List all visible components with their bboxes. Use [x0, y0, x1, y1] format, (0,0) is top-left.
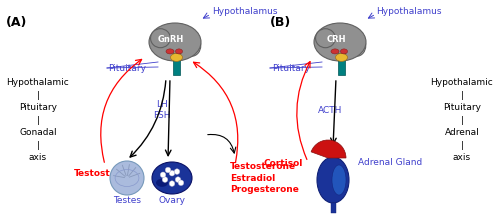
Ellipse shape: [317, 157, 349, 203]
Text: ACTH: ACTH: [318, 105, 342, 115]
Ellipse shape: [149, 23, 201, 61]
Text: Hypothalamus: Hypothalamus: [376, 8, 442, 16]
Text: Pituitary: Pituitary: [108, 63, 146, 73]
Circle shape: [178, 180, 184, 186]
Ellipse shape: [166, 49, 174, 54]
Text: Adrenal Gland: Adrenal Gland: [358, 157, 422, 166]
Ellipse shape: [171, 54, 183, 61]
Bar: [331, 203, 336, 213]
Ellipse shape: [183, 35, 201, 56]
Text: Hypothalamus: Hypothalamus: [212, 8, 277, 16]
Ellipse shape: [151, 29, 170, 48]
Text: Hypothalamic
|
Pituitary
|
Gonadal
|
axis: Hypothalamic | Pituitary | Gonadal | axi…: [6, 78, 69, 162]
Text: LH
FSH: LH FSH: [153, 100, 171, 120]
Text: GnRH: GnRH: [158, 34, 184, 44]
Ellipse shape: [315, 29, 335, 48]
Text: Pituitary: Pituitary: [272, 63, 310, 73]
Text: Testosterone
Estradiol
Progesterone: Testosterone Estradiol Progesterone: [230, 162, 299, 194]
Circle shape: [110, 161, 144, 195]
Bar: [338, 54, 345, 75]
Text: Ovary: Ovary: [159, 196, 186, 204]
Wedge shape: [311, 140, 346, 158]
Text: Cortisol: Cortisol: [263, 159, 303, 168]
Ellipse shape: [152, 162, 192, 194]
Ellipse shape: [347, 35, 366, 56]
Circle shape: [160, 172, 166, 178]
Ellipse shape: [176, 49, 183, 54]
Circle shape: [162, 177, 168, 182]
Ellipse shape: [335, 54, 347, 61]
Text: (A): (A): [6, 16, 27, 29]
Text: Testes: Testes: [113, 196, 141, 204]
Text: CRH: CRH: [326, 34, 346, 44]
Ellipse shape: [156, 179, 168, 187]
Ellipse shape: [314, 23, 366, 61]
Text: (B): (B): [270, 16, 291, 29]
Circle shape: [174, 169, 180, 174]
Circle shape: [169, 170, 175, 176]
Text: Testost: Testost: [74, 168, 110, 178]
Text: Hypothalamic
|
Pituitary
|
Adrenal
|
axis: Hypothalamic | Pituitary | Adrenal | axi…: [431, 78, 494, 162]
Circle shape: [165, 167, 171, 173]
Circle shape: [169, 181, 175, 186]
Ellipse shape: [331, 49, 339, 54]
Bar: [173, 54, 180, 75]
Ellipse shape: [332, 165, 346, 195]
Ellipse shape: [340, 49, 347, 54]
Circle shape: [175, 177, 181, 182]
